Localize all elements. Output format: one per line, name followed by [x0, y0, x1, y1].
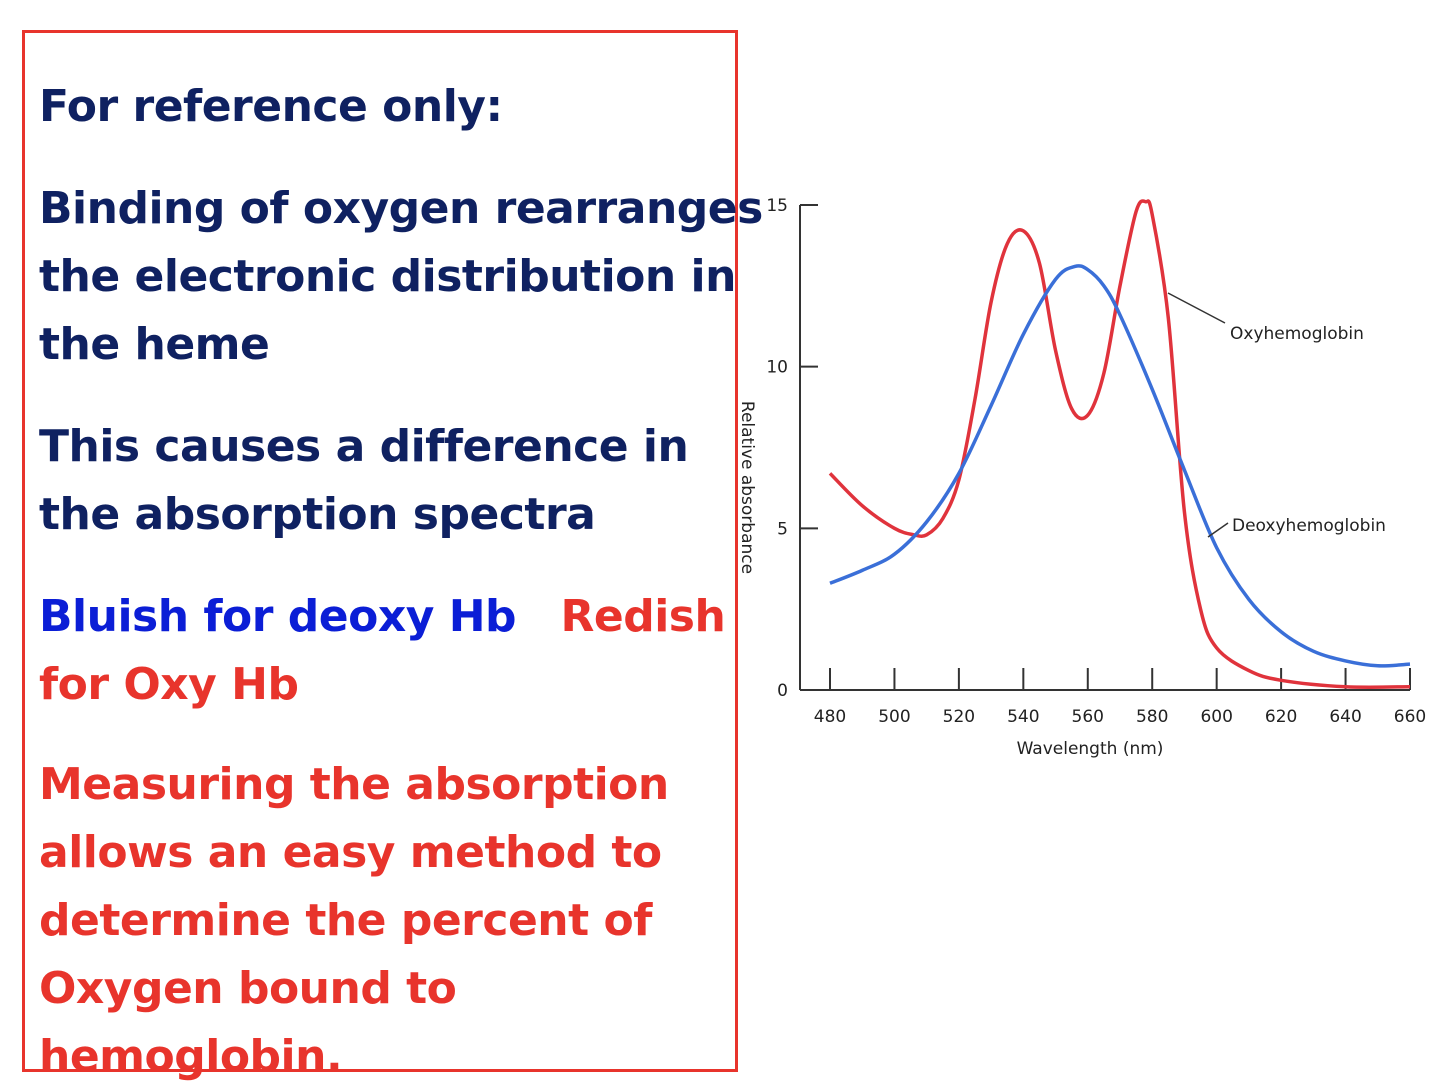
x-axis-title: Wavelength (nm): [1017, 739, 1164, 759]
x-tick-label: 580: [1136, 707, 1168, 727]
reference-heading: For reference only:: [39, 81, 503, 132]
deoxyhemoglobin-leader-line: [1207, 522, 1229, 538]
difference-paragraph: This causes a difference in the absorpti…: [39, 413, 689, 549]
x-tick-label: 600: [1200, 707, 1232, 727]
bluish-deoxy-text: Bluish for deoxy Hb: [39, 591, 517, 642]
oxyhemoglobin-leader-line: [1167, 292, 1226, 324]
chart-axes: 0 5 10 15 480 500 520 540 560 580 600 620 640 660: [766, 196, 1426, 727]
x-tick-label: 520: [943, 707, 975, 727]
oxyhemoglobin-label: Oxyhemoglobin: [1230, 324, 1364, 344]
measuring-line-5: hemoglobin.: [39, 1031, 343, 1082]
y-tick-label: 10: [766, 358, 788, 378]
deoxyhemoglobin-label: Deoxyhemoglobin: [1232, 516, 1386, 536]
measuring-line-2: allows an easy method to: [39, 827, 662, 878]
binding-paragraph: Binding of oxygen rearranges the electro…: [39, 175, 763, 379]
deoxyhemoglobin-line: [829, 264, 1411, 668]
reference-text-box: For reference only: Binding of oxygen re…: [22, 30, 763, 1082]
oxy-hb-text: for Oxy Hb: [39, 659, 299, 710]
x-tick-label: 640: [1329, 707, 1361, 727]
binding-line-2: the electronic distribution in: [39, 251, 736, 302]
binding-line-3: the heme: [39, 319, 270, 370]
x-tick-label: 660: [1394, 707, 1426, 727]
measuring-line-4: Oxygen bound to: [39, 963, 457, 1014]
x-tick-label: 620: [1265, 707, 1297, 727]
chart-annotations: Oxyhemoglobin Deoxyhemoglobin: [1167, 292, 1386, 538]
y-tick-label: 0: [777, 681, 788, 701]
difference-line-2: the absorption spectra: [39, 489, 596, 540]
redish-text: Redish: [560, 591, 726, 642]
y-axis-title: Relative absorbance: [737, 401, 757, 574]
oxyhemoglobin-line: [828, 199, 1411, 689]
chart-series: [828, 199, 1411, 689]
y-tick-label: 15: [766, 196, 788, 216]
x-tick-label: 540: [1007, 707, 1039, 727]
measuring-line-1: Measuring the absorption: [39, 759, 669, 810]
x-tick-label: 560: [1072, 707, 1104, 727]
measuring-line-3: determine the percent of: [39, 895, 652, 946]
color-paragraph: Bluish for deoxy Hb Redish for Oxy Hb: [39, 583, 726, 719]
y-tick-label: 5: [777, 519, 788, 539]
measuring-paragraph: Measuring the absorption allows an easy …: [39, 751, 669, 1091]
difference-line-1: This causes a difference in: [39, 421, 689, 472]
x-tick-label: 500: [878, 707, 910, 727]
binding-line-1: Binding of oxygen rearranges: [39, 183, 763, 234]
x-tick-label: 480: [814, 707, 846, 727]
